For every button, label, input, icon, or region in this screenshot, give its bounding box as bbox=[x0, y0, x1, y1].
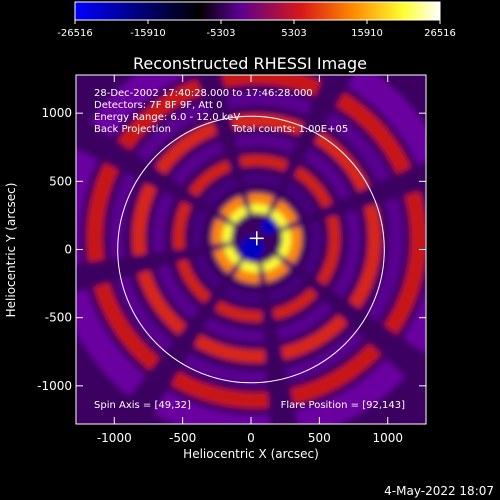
x-tick-label: 0 bbox=[247, 431, 255, 445]
heatmap-ring bbox=[211, 193, 302, 284]
chart-title: Reconstructed RHESSI Image bbox=[133, 54, 367, 73]
heatmap-ring bbox=[173, 154, 341, 322]
annotation-energy-range: Energy Range: 6.0 - 12.0 keV bbox=[94, 112, 240, 123]
annotation-method: Back Projection bbox=[94, 124, 171, 135]
x-tick-label: -1000 bbox=[97, 431, 132, 445]
annotation-detectors: Detectors: 7F 8F 9F, Att 0 bbox=[94, 100, 222, 111]
y-tick-label: 0 bbox=[64, 243, 72, 257]
x-tick-label: 500 bbox=[308, 431, 331, 445]
y-tick-label: -1000 bbox=[37, 379, 72, 393]
colorbar-tick-label: -5303 bbox=[206, 28, 235, 39]
colorbar bbox=[74, 1, 441, 21]
y-axis: -1000 -500 0 500 1000 bbox=[37, 106, 426, 393]
colorbar-tick-label: -15910 bbox=[130, 28, 165, 39]
colorbar-tick-label: 5303 bbox=[281, 28, 306, 39]
colorbar-tick-label: -26516 bbox=[57, 28, 92, 39]
colorbar-ticks: -26516 -15910 -5303 5303 15910 26516 bbox=[57, 20, 456, 39]
y-tick-label: 500 bbox=[49, 174, 72, 188]
heatmap-ring bbox=[86, 75, 426, 409]
x-tick-label: -500 bbox=[169, 431, 196, 445]
heatmap-ring bbox=[109, 91, 404, 386]
x-axis-label: Heliocentric X (arcsec) bbox=[183, 447, 319, 461]
heatmap-ring bbox=[132, 113, 382, 363]
y-tick-label: -500 bbox=[45, 311, 72, 325]
colorbar-tick-label: 15910 bbox=[351, 28, 383, 39]
heatmap-image bbox=[76, 75, 426, 424]
solar-limb-circle bbox=[117, 115, 385, 384]
annotation-flare-position: Flare Position = [92,143] bbox=[281, 400, 405, 411]
heatmap-ring bbox=[192, 173, 322, 303]
y-tick-label: 1000 bbox=[41, 106, 72, 120]
heatmap-core bbox=[239, 236, 264, 261]
x-axis: -1000 -500 0 500 1000 bbox=[97, 75, 403, 445]
timestamp: 4-May-2022 18:07 bbox=[384, 484, 494, 498]
y-axis-label: Heliocentric Y (arcsec) bbox=[4, 183, 18, 318]
annotation-time-range: 28-Dec-2002 17:40:28.000 to 17:46:28.000 bbox=[94, 88, 313, 99]
x-tick-label: 1000 bbox=[372, 431, 403, 445]
heatmap-core bbox=[260, 218, 277, 235]
annotation-total-counts: Total counts: 1.00E+05 bbox=[231, 124, 348, 135]
colorbar-tick-label: 26516 bbox=[424, 28, 456, 39]
flare-position-marker bbox=[249, 231, 264, 246]
heatmap-ring bbox=[152, 134, 361, 343]
annotation-spin-axis: Spin Axis = [49,32] bbox=[94, 400, 191, 411]
heatmap-ring bbox=[222, 203, 292, 273]
